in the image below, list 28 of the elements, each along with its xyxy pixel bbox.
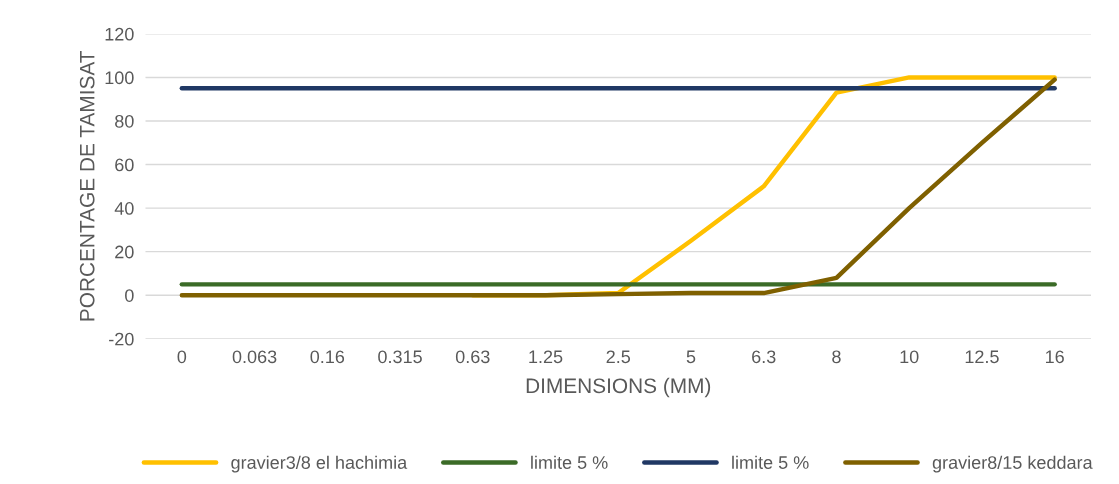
- legend-label: gravier8/15 keddara: [932, 455, 1093, 473]
- y-axis-title: PORCENTAGE DE TAMISAT: [79, 50, 95, 321]
- y-tick-label: 60: [115, 158, 134, 172]
- y-tick-label: 40: [114, 202, 134, 215]
- x-tick-label: 2.5: [606, 350, 631, 364]
- x-tick-label: 0.16: [310, 350, 345, 364]
- x-tick-label: 1.25: [529, 350, 563, 364]
- y-tick-label: 120: [105, 27, 134, 41]
- x-tick-label: 0: [177, 350, 187, 364]
- x-tick-label: 0.315: [378, 350, 422, 364]
- x-tick-label: 0.063: [232, 350, 277, 364]
- y-tick-label: 0: [125, 289, 134, 302]
- x-tick-label: 8: [832, 350, 841, 364]
- y-tick-label: 100: [105, 71, 134, 85]
- x-tick-label: 6.3: [752, 350, 776, 364]
- legend-label: gravier3/8 el hachimia: [231, 455, 408, 473]
- y-tick-label: 80: [115, 114, 134, 128]
- line-series: [179, 77, 1057, 298]
- x-tick-label: 16: [1045, 350, 1064, 364]
- y-tick-label: 20: [115, 245, 134, 259]
- x-tick-label: 10: [900, 350, 919, 364]
- x-tick-label: 12.5: [965, 350, 999, 364]
- x-tick-label: 5: [686, 350, 696, 364]
- x-axis-title: DIMENSIONS (MM): [526, 377, 711, 398]
- legend-label: limite 5 %: [732, 455, 809, 469]
- x-tick-label: 0.63: [455, 350, 490, 364]
- y-tick-label: -20: [109, 332, 134, 346]
- legend-label: limite 5 %: [531, 455, 608, 469]
